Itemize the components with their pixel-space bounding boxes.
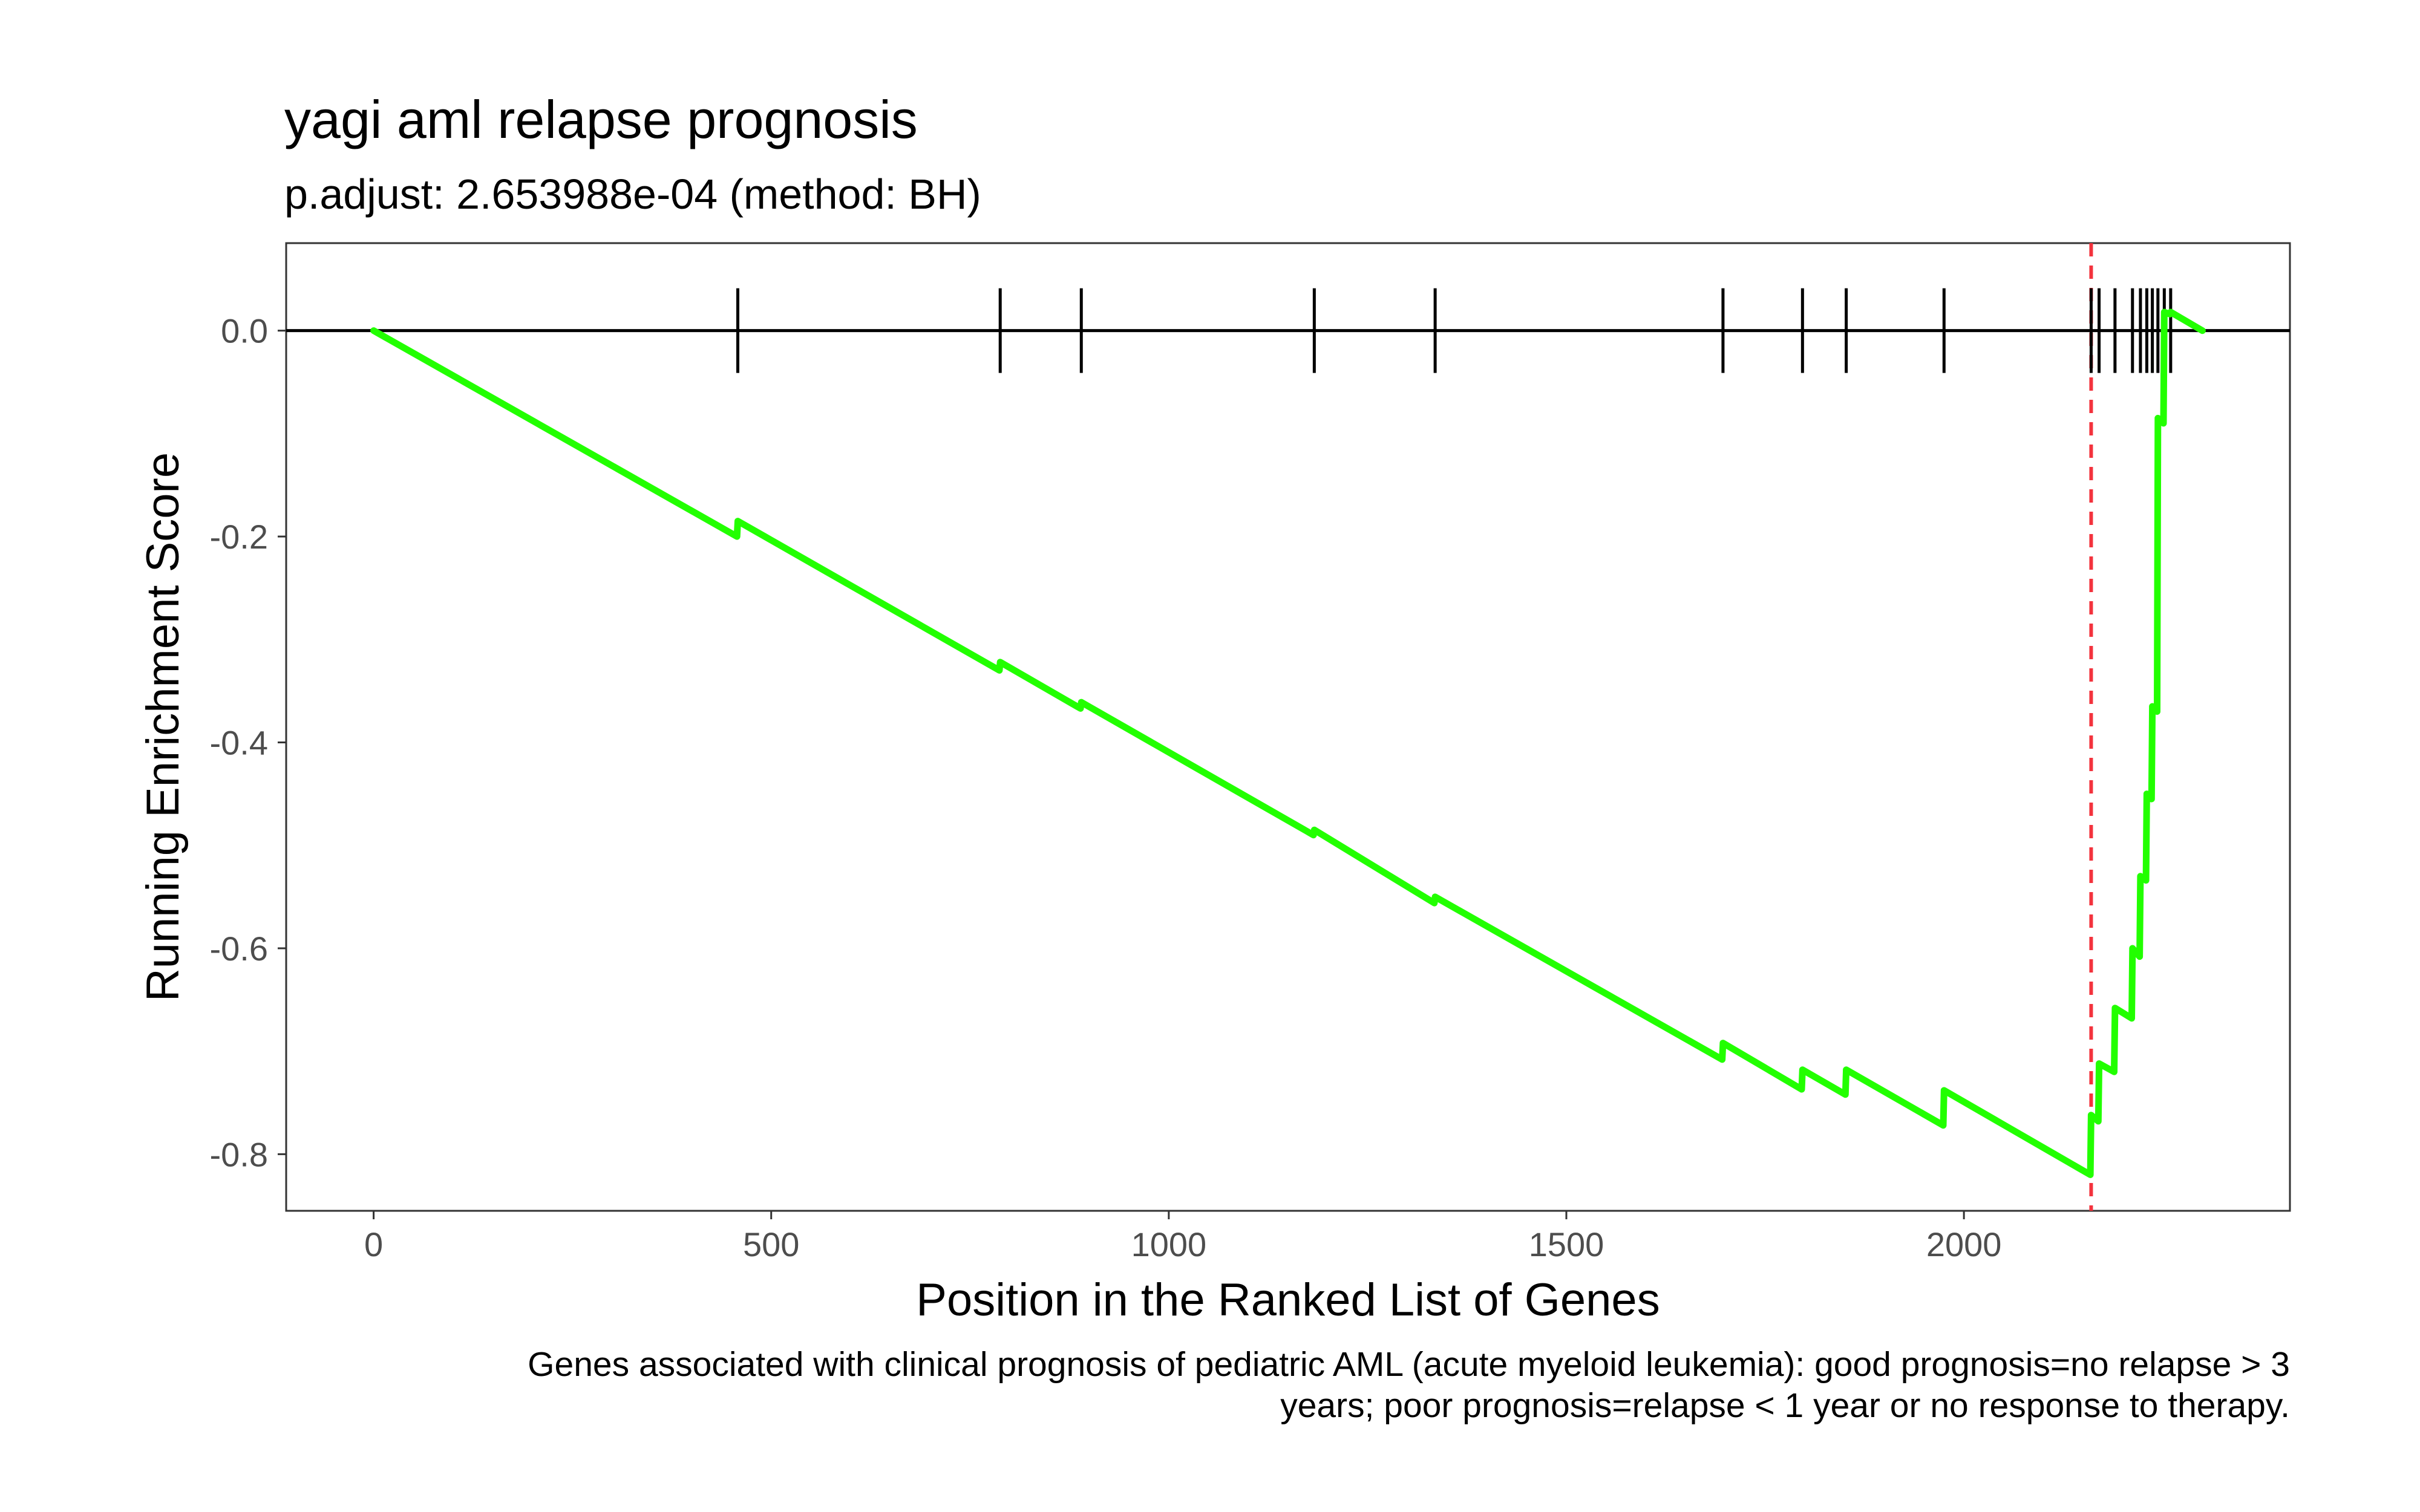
x-tick-label: 500 bbox=[743, 1225, 799, 1263]
chart-title: yagi aml relapse prognosis bbox=[284, 90, 918, 149]
x-axis: 0 500 1000 1500 2000 bbox=[364, 1211, 2001, 1263]
gene-hit-ticks bbox=[736, 288, 2173, 373]
enrichment-score-line bbox=[370, 308, 2206, 1178]
y-axis-label: Running Enrichment Score bbox=[137, 452, 189, 1002]
x-tick-label: 2000 bbox=[1926, 1225, 2002, 1263]
y-tick-label: 0.0 bbox=[221, 312, 268, 350]
chart-subtitle: p.adjust: 2.653988e-04 (method: BH) bbox=[284, 171, 981, 218]
y-tick-label: -0.8 bbox=[210, 1135, 269, 1173]
x-tick-label: 1500 bbox=[1529, 1225, 1604, 1263]
x-tick-label: 0 bbox=[364, 1225, 383, 1263]
y-axis: 0.0 -0.2 -0.4 -0.6 -0.8 bbox=[210, 312, 286, 1173]
y-tick-label: -0.4 bbox=[210, 724, 269, 762]
y-tick-label: -0.2 bbox=[210, 518, 269, 556]
x-tick-label: 1000 bbox=[1131, 1225, 1207, 1263]
y-tick-label: -0.6 bbox=[210, 930, 269, 968]
series-layer bbox=[370, 308, 2206, 1178]
x-axis-label: Position in the Ranked List of Genes bbox=[916, 1274, 1660, 1326]
caption-line-2: years; poor prognosis=relapse < 1 year o… bbox=[1280, 1386, 2290, 1425]
caption-line-1: Genes associated with clinical prognosis… bbox=[528, 1345, 2290, 1384]
plot-panel-border bbox=[285, 242, 2291, 1212]
